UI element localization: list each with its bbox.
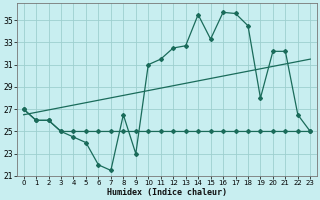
X-axis label: Humidex (Indice chaleur): Humidex (Indice chaleur) — [107, 188, 227, 197]
